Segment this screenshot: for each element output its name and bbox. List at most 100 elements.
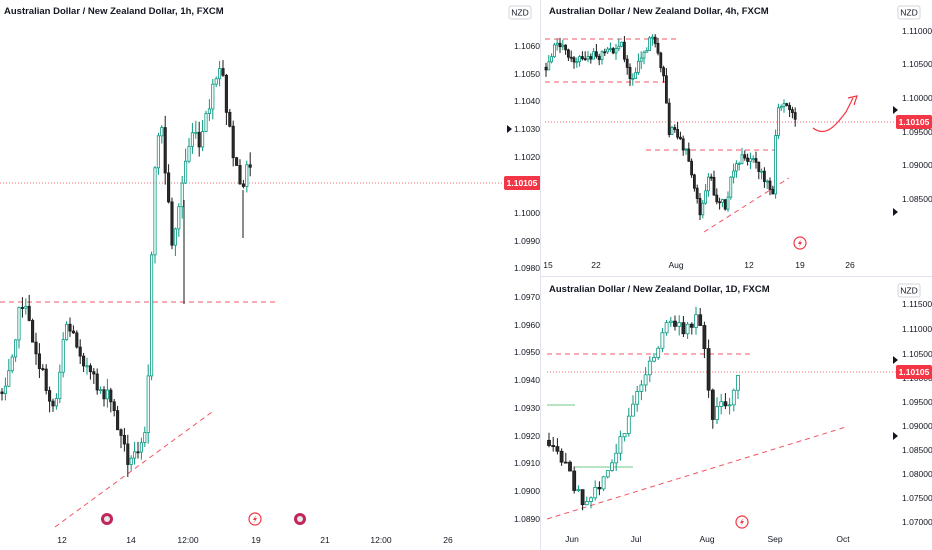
candle-body bbox=[774, 135, 778, 195]
y-tick-mid: 1.09700 bbox=[514, 292, 540, 302]
candle-body bbox=[736, 375, 740, 391]
candle-body bbox=[726, 196, 730, 210]
candle-body bbox=[614, 48, 618, 54]
unit-selector-right[interactable] bbox=[897, 5, 921, 20]
candle-body bbox=[572, 57, 576, 63]
candle-body bbox=[41, 368, 45, 370]
candle-body bbox=[785, 103, 789, 106]
x-tick-1d: Sep bbox=[767, 534, 782, 544]
y-tick-1d: 1.08000 bbox=[902, 469, 932, 479]
candle-body bbox=[706, 348, 711, 391]
candle-body bbox=[581, 56, 584, 60]
candle-body bbox=[647, 360, 652, 376]
price-tag-4h-label: 1.10105 bbox=[899, 117, 930, 127]
candle-body bbox=[569, 56, 573, 59]
candle-body bbox=[572, 470, 577, 491]
candle-body bbox=[173, 228, 177, 246]
y-tick-mid: 1.08900 bbox=[514, 514, 540, 524]
candle-body bbox=[698, 198, 702, 216]
earnings-icon-inner bbox=[104, 516, 110, 522]
candle-body bbox=[99, 389, 103, 392]
chart-canvas-1d[interactable]: NZD1.115001.110001.105001.100001.095001.… bbox=[541, 277, 932, 550]
candle-body bbox=[685, 323, 690, 335]
y-tick-right: 1.09500 bbox=[902, 127, 932, 137]
rising-trendline bbox=[546, 426, 847, 520]
y-tick-1d: 1.07500 bbox=[902, 493, 932, 503]
candle-body bbox=[61, 339, 65, 373]
unit-selector-mid[interactable] bbox=[508, 5, 532, 20]
candle-body bbox=[231, 125, 235, 159]
x-tick-4h: 15 bbox=[543, 260, 553, 270]
candle-body bbox=[732, 170, 736, 178]
x-tick-1h: 12 bbox=[57, 535, 67, 545]
y-tick-mid: 1.10000 bbox=[514, 208, 540, 218]
candle-body bbox=[48, 390, 52, 402]
candle-body bbox=[245, 164, 249, 187]
candle-body bbox=[105, 389, 109, 400]
candle-body bbox=[7, 370, 11, 387]
chart-panel-1d[interactable]: Australian Dollar / New Zealand Dollar, … bbox=[541, 277, 932, 550]
candle-body bbox=[119, 429, 123, 436]
chart-panel-1h[interactable]: Australian Dollar / New Zealand Dollar, … bbox=[0, 0, 540, 550]
x-tick-1h: 12:00 bbox=[370, 535, 392, 545]
candle-body bbox=[667, 102, 671, 135]
candle-body bbox=[652, 357, 656, 362]
candle-body bbox=[694, 314, 698, 328]
candle-body bbox=[190, 132, 194, 147]
candle-body bbox=[228, 111, 232, 127]
candle-body bbox=[180, 182, 184, 208]
unit-selector-1d[interactable] bbox=[897, 283, 921, 298]
candle-body bbox=[555, 42, 559, 46]
candle-body bbox=[146, 375, 150, 433]
candle-body bbox=[558, 42, 562, 48]
candle-body bbox=[720, 199, 724, 203]
candle-body bbox=[17, 307, 21, 341]
candle-body bbox=[71, 330, 75, 334]
candle-body bbox=[635, 391, 640, 405]
candle-body bbox=[10, 356, 14, 372]
price-tag-4h bbox=[896, 115, 932, 129]
chart-canvas-1h[interactable]: 1.10105 12 14 12:00 19 21 12:00 26 NZD 1.10600 1.1… bbox=[0, 0, 540, 550]
candle-body bbox=[559, 450, 564, 463]
candle-body bbox=[197, 131, 201, 148]
price-tag-mid-label: 1.10105 bbox=[507, 178, 538, 188]
forecast-path bbox=[812, 97, 854, 133]
chart-panel-4h[interactable]: Australian Dollar / New Zealand Dollar, … bbox=[541, 0, 932, 276]
y-tick-mid: 1.09500 bbox=[514, 347, 540, 357]
candle-body bbox=[34, 341, 38, 355]
rising-trendline bbox=[54, 411, 213, 528]
chart-canvas-4h[interactable]: NZD1522Aug121926NZD1.110001.105001.10000… bbox=[541, 0, 932, 276]
lightning-icon-glyph bbox=[253, 515, 257, 523]
panel-divider-vertical[interactable] bbox=[540, 0, 541, 550]
panel-divider-horizontal[interactable] bbox=[541, 276, 932, 277]
candle-body bbox=[592, 51, 595, 60]
scale-marker-icon bbox=[893, 432, 898, 440]
y-tick-1d: 1.09000 bbox=[902, 421, 932, 431]
candle-body bbox=[136, 451, 140, 454]
candle-body bbox=[589, 56, 593, 60]
candle-body bbox=[126, 443, 130, 465]
scale-marker-icon bbox=[893, 106, 898, 114]
candle-body bbox=[78, 346, 82, 357]
candle-body bbox=[740, 154, 744, 164]
candle-body bbox=[687, 148, 691, 162]
candle-body bbox=[698, 314, 703, 326]
candle-body bbox=[668, 320, 673, 324]
candle-body bbox=[163, 127, 167, 174]
candle-body bbox=[31, 320, 35, 343]
candle-body bbox=[139, 442, 143, 453]
candle-body bbox=[207, 108, 211, 114]
x-tick-1d: Aug bbox=[699, 534, 714, 544]
candle-body bbox=[623, 41, 626, 60]
candle-body bbox=[634, 72, 637, 79]
candle-body bbox=[643, 374, 648, 386]
lightning-icon-glyph bbox=[740, 518, 744, 526]
candle-body bbox=[793, 112, 797, 120]
candle-body bbox=[235, 157, 239, 166]
candle-body bbox=[218, 68, 222, 80]
candle-body bbox=[593, 487, 598, 499]
candle-body bbox=[109, 389, 113, 403]
x-tick-1h: 19 bbox=[251, 535, 261, 545]
candle-body bbox=[102, 389, 106, 400]
candle-body bbox=[617, 45, 621, 49]
